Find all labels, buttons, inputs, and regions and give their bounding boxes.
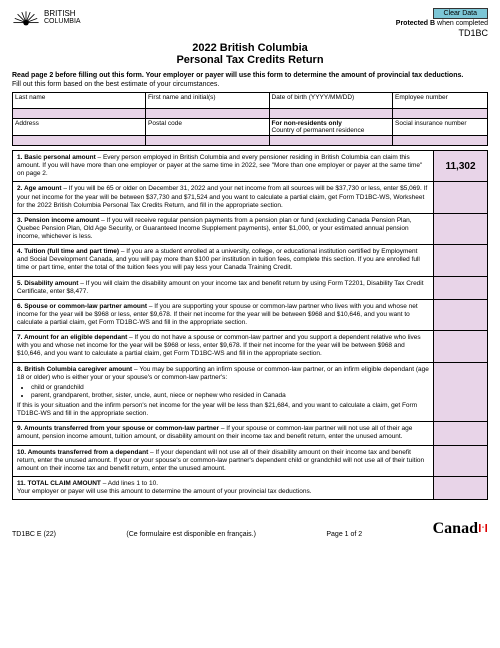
row-4: 4. Tuition (full time and part time) – I… [13,245,487,276]
label-dob: Date of birth (YYYY/MM/DD) [269,93,393,109]
claims-table: 1. Basic personal amount – Every person … [12,150,488,500]
nonres-bold: For non-residents only [272,120,342,127]
r3-amount-input[interactable] [434,224,487,234]
input-emp-no[interactable] [395,110,485,117]
row-8: 8. British Columbia caregiver amount – Y… [13,363,487,423]
row-5: 5. Disability amount – If you will claim… [13,277,487,300]
row-9: 9. Amounts transferred from your spouse … [13,422,487,445]
canada-wordmark: Canad [433,520,488,538]
r7-b: 7. Amount for an eligible dependant [17,334,127,341]
input-first-name[interactable] [148,110,267,117]
personal-info-table: Last name First name and initial(s) Date… [12,92,488,146]
row-3: 3. Pension income amount – If you will r… [13,214,487,245]
r4-amount-input[interactable] [434,255,487,265]
label-address: Address [13,119,146,136]
r10-amount-input[interactable] [434,456,487,466]
r1-amount: 11,302 [433,151,487,181]
r8-amount-input[interactable] [434,387,487,397]
r11-sub: Your employer or payer will use this amo… [17,488,312,495]
r11-b: 11. TOTAL CLAIM AMOUNT [17,480,101,487]
input-dob[interactable] [272,110,391,117]
top-right: Clear Data Protected B when completed TD… [396,8,488,38]
row-6: 6. Spouse or common-law partner amount –… [13,300,487,331]
bc-logo-region: BRITISH COLUMBIA [12,8,81,26]
wordmark-text: Canad [433,520,478,537]
r4-b: 4. Tuition (full time and part time) [17,248,119,255]
province-line1: BRITISH [44,10,81,18]
protected-b: Protected B [396,20,435,27]
intro-text: Read page 2 before filling out this form… [12,72,488,88]
r2-t: – If you will be 65 or older on December… [17,185,427,208]
r8-list: child or grandchild parent, grandparent,… [31,384,429,400]
r2-b: 2. Age amount [17,185,62,192]
label-sin: Social insurance number [393,119,488,136]
title-block: 2022 British Columbia Personal Tax Credi… [12,42,488,66]
clear-data-button[interactable]: Clear Data [433,8,488,19]
label-last-name: Last name [13,93,146,109]
input-last-name[interactable] [15,110,143,117]
bc-logo-text: BRITISH COLUMBIA [44,10,81,25]
r11-t: – Add lines 1 to 10. [101,480,158,487]
r6-amount-input[interactable] [434,310,487,320]
intro-line2: Fill out this form based on the best est… [12,81,488,88]
r5-amount-input[interactable] [434,283,487,293]
r2-amount-input[interactable] [434,193,487,203]
r8-li1: child or grandchild [31,384,429,392]
label-postal: Postal code [146,119,270,136]
row-10: 10. Amounts transferred from a dependant… [13,446,487,477]
r6-b: 6. Spouse or common-law partner amount [17,303,147,310]
r5-b: 5. Disability amount [17,280,78,287]
input-postal[interactable] [148,137,267,144]
form-code: TD1BC [396,28,488,38]
r8-li2: parent, grandparent, brother, sister, un… [31,392,429,400]
r7-amount-input[interactable] [434,341,487,351]
footer-right: Page 1 of 2 [326,531,362,538]
label-nonres: For non-residents only Country of perman… [269,119,393,136]
nonres-sub: Country of permanent residence [272,127,365,134]
input-country[interactable] [272,137,391,144]
province-line2: COLUMBIA [44,18,81,25]
protected-label: Protected B when completed [396,20,488,27]
intro-line1: Read page 2 before filling out this form… [12,72,488,79]
r9-amount-input[interactable] [434,428,487,438]
row-1: 1. Basic personal amount – Every person … [13,151,487,182]
r9-b: 9. Amounts transferred from your spouse … [17,425,219,432]
flag-icon [478,524,488,532]
footer: TD1BC E (22) (Ce formulaire est disponib… [12,520,488,538]
r5-t: – If you will claim the disability amoun… [17,280,424,295]
footer-center: (Ce formulaire est disponible en françai… [126,531,256,538]
r11-amount-input[interactable] [434,483,487,493]
r8-b: 8. British Columbia caregiver amount [17,366,132,373]
r10-b: 10. Amounts transferred from a dependant [17,449,148,456]
bc-sun-icon [12,8,40,26]
title-line1: 2022 British Columbia [12,42,488,54]
form-page: BRITISH COLUMBIA Clear Data Protected B … [0,0,500,546]
title-line2: Personal Tax Credits Return [12,54,488,66]
r1-b: 1. Basic personal amount [17,154,96,161]
label-emp-no: Employee number [393,93,488,109]
r8-tail: If this is your situation and the infirm… [17,402,417,417]
input-sin[interactable] [395,137,485,144]
label-first-name: First name and initial(s) [146,93,270,109]
top-bar: BRITISH COLUMBIA Clear Data Protected B … [12,8,488,38]
input-address[interactable] [15,137,143,144]
footer-left: TD1BC E (22) [12,531,56,538]
r3-b: 3. Pension income amount [17,217,99,224]
row-11: 11. TOTAL CLAIM AMOUNT – Add lines 1 to … [13,477,487,499]
protected-suffix: when completed [435,20,488,27]
row-2: 2. Age amount – If you will be 65 or old… [13,182,487,213]
row-7: 7. Amount for an eligible dependant – If… [13,331,487,362]
